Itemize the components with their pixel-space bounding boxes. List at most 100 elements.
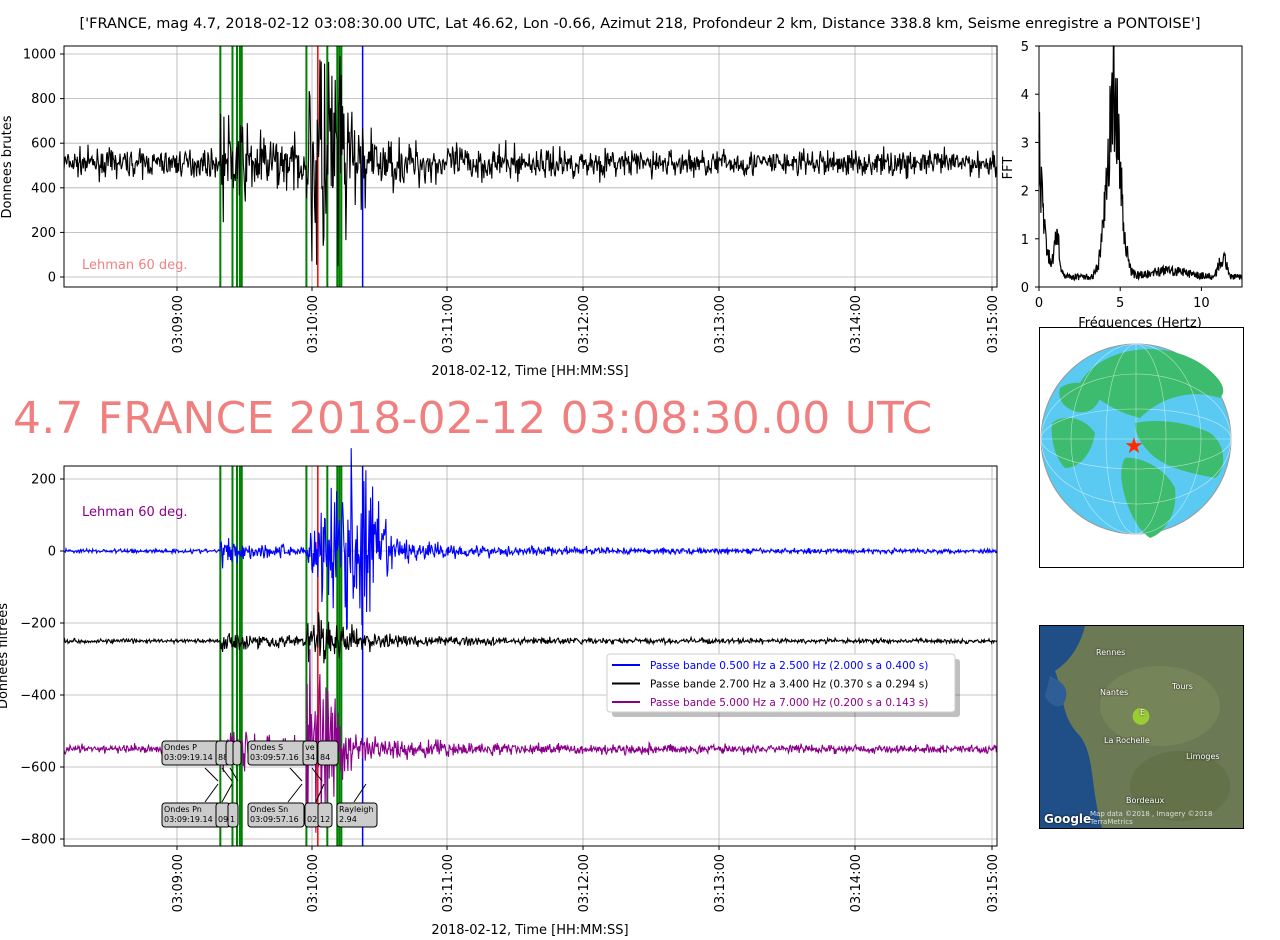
y-tick-label: 0: [48, 545, 56, 560]
phase-label-sn-extra2: 12: [317, 802, 333, 828]
map-label-nantes: Nantes: [1100, 688, 1129, 697]
svg-text:88: 88: [218, 753, 228, 762]
satellite-map-inset: ● Rennes Nantes Tours E La Rochelle Limo…: [1039, 625, 1244, 829]
y-tick-label: −600: [20, 761, 56, 776]
y-axis-label-top: Donnees brutes: [0, 115, 15, 218]
y-axis-label-bottom: Donnees filtrees: [0, 603, 11, 709]
legend-box: [606, 653, 956, 713]
svg-text:Ondes Pn: Ondes Pn: [164, 805, 202, 814]
phase-label-sn-extra: 02: [304, 802, 320, 828]
fft-y-tick-label: 4: [1021, 88, 1029, 103]
globe-land-americas: [1051, 417, 1095, 468]
fft-spectrum-line: [1038, 45, 1243, 282]
globe-svg: ★: [1040, 343, 1232, 538]
map-attribution: Map data ©2018 , Imagery ©2018 TerraMetr…: [1090, 810, 1213, 826]
x-tick-label: 03:14:00: [849, 854, 864, 912]
plot-2: −800 −600 −400 −200 0 200 03:09:00 03:10:00 03:1…: [0, 448, 1001, 938]
globe-graticule: [1040, 343, 1232, 535]
svg-text:12: 12: [320, 815, 330, 824]
fft-y-tick-label: 2: [1021, 185, 1029, 200]
svg-text:34: 34: [305, 753, 315, 762]
phase-label-pn-extra2: 1: [227, 802, 239, 828]
svg-text:Ondes S: Ondes S: [250, 743, 283, 752]
legend-entry: Passe bande 2.700 Hz a 3.400 Hz (0.370 s…: [650, 679, 928, 691]
svg-text:03:09:19.14: 03:09:19.14: [164, 815, 213, 824]
phase-arrow: [229, 767, 239, 782]
phase-arrow: [311, 767, 323, 782]
phase-arrow: [353, 783, 367, 803]
phase-arrow: [221, 767, 233, 782]
phase-arrow: [204, 767, 219, 782]
fft-y-tick-label: 1: [1021, 233, 1029, 248]
fft-frame: [1038, 45, 1243, 288]
star-icon: ★: [1124, 434, 1144, 459]
x-tick-label: 03:15:00: [986, 295, 1001, 353]
x-tick-label: 03:12:00: [577, 854, 592, 912]
globe-land-africa: [1121, 457, 1176, 538]
y-tick-label: −400: [20, 689, 56, 704]
fft-y-tick-label: 0: [1021, 281, 1029, 296]
fft-y-tick-label: 3: [1021, 136, 1029, 151]
x-tick-label: 03:10:00: [306, 295, 321, 353]
y-tick-label: −800: [20, 833, 56, 848]
map-ocean: [1040, 626, 1102, 828]
fft-y-axis-label: FFT: [1001, 157, 1016, 180]
headline: 4.7 FRANCE 2018-02-12 03:08:30.00 UTC: [13, 393, 933, 444]
page-title: ['FRANCE, mag 4.7, 2018-02-12 03:08:30.0…: [79, 16, 1201, 32]
fft-x-tick-label: 10: [1193, 296, 1210, 311]
x-tick-label: 03:09:00: [171, 295, 186, 353]
phase-label-s: Ondes S03:09:57.16: [247, 740, 313, 766]
phase-label-p-stack2: [232, 740, 242, 766]
x-tick-label: 03:12:00: [577, 295, 592, 353]
x-tick-label: 03:13:00: [713, 295, 728, 353]
map-pin-icon: ●: [1131, 703, 1150, 728]
legend-entry: Passe bande 5.000 Hz a 7.000 Hz (0.200 s…: [650, 697, 928, 709]
map-label-tours: Tours: [1172, 682, 1193, 691]
x-tick-label: 03:14:00: [849, 295, 864, 353]
x-tick-label: 03:11:00: [441, 295, 456, 353]
x-axis-label-bottom: 2018-02-12, Time [HH:MM:SS]: [431, 923, 628, 938]
map-svg: ●: [1040, 626, 1243, 828]
globe-inset: ★: [1039, 327, 1244, 568]
map-pin-letter: E: [1140, 708, 1146, 717]
plot-frame: [63, 465, 998, 847]
svg-text:09: 09: [218, 815, 228, 824]
x-tick-label: 03:13:00: [713, 854, 728, 912]
svg-text:Ondes Sn: Ondes Sn: [250, 805, 288, 814]
y-tick-label: 800: [31, 92, 56, 107]
phase-arrow: [315, 783, 325, 803]
x-tick-label: 03:10:00: [306, 854, 321, 912]
y-tick-label: 0: [48, 271, 56, 286]
svg-text:84: 84: [320, 753, 330, 762]
annotation-bottom: Lehman 60 deg.: [82, 505, 188, 520]
x-tick-label: 03:11:00: [441, 854, 456, 912]
map-label-rennes: Rennes: [1096, 648, 1126, 657]
map-label-bordeaux: Bordeaux: [1126, 796, 1165, 805]
filtered-signal-line-2: [63, 612, 998, 664]
y-tick-label: 1000: [23, 48, 56, 63]
legend-entry: Passe bande 0.500 Hz a 2.500 Hz (2.000 s…: [650, 660, 928, 672]
filtered-signal-line-1: [63, 448, 998, 630]
y-tick-label: 200: [31, 226, 56, 241]
x-tick-label: 03:15:00: [986, 854, 1001, 912]
phase-arrow: [221, 783, 233, 803]
google-logo: Google: [1044, 812, 1092, 826]
fft-x-tick-label: 0: [1035, 296, 1043, 311]
svg-text:02: 02: [307, 815, 317, 824]
y-tick-label: 200: [31, 473, 56, 488]
y-tick-label: 600: [31, 137, 56, 152]
phase-arrow: [289, 767, 303, 782]
plot-frame: [63, 45, 998, 288]
annotation-top: Lehman 60 deg.: [82, 258, 188, 273]
phase-arrow: [287, 783, 303, 803]
globe-land-north: [1080, 349, 1224, 418]
svg-text:1: 1: [230, 815, 235, 824]
svg-text:Ondes P: Ondes P: [164, 743, 197, 752]
raw-signal-line: [63, 55, 998, 267]
globe-land-greenland: [1059, 382, 1100, 413]
svg-text:Rayleigh: Rayleigh: [339, 805, 374, 814]
x-axis-label-top: 2018-02-12, Time [HH:MM:SS]: [431, 364, 628, 379]
